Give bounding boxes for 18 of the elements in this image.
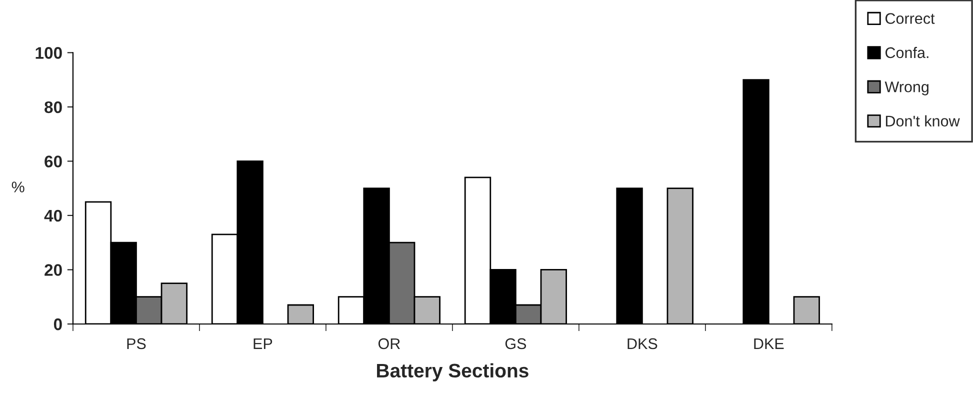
y-tick-label: 20 <box>44 264 62 276</box>
legend-label: Correct <box>885 13 935 24</box>
x-tick-label: DKS <box>628 338 658 350</box>
x-tick-label: DKE <box>754 338 784 349</box>
x-axis-title: Battery Sections <box>377 363 528 382</box>
y-axis-title: % <box>12 182 24 192</box>
legend-label: Confa. <box>885 46 928 58</box>
x-tick-label: PS <box>127 338 146 350</box>
y-tick-label: 80 <box>44 101 62 114</box>
x-tick-label: OR <box>378 338 400 350</box>
legend-label: Wrong <box>884 82 928 96</box>
y-tick-label: 0 <box>54 318 62 330</box>
x-tick-label: EP <box>254 338 272 349</box>
legend-label: Don't know <box>886 115 960 126</box>
x-tick-label: GS <box>505 338 526 350</box>
y-tick-label: 60 <box>44 156 62 168</box>
y-tick-label: 100 <box>36 47 62 59</box>
y-tick-label: 40 <box>44 210 62 222</box>
